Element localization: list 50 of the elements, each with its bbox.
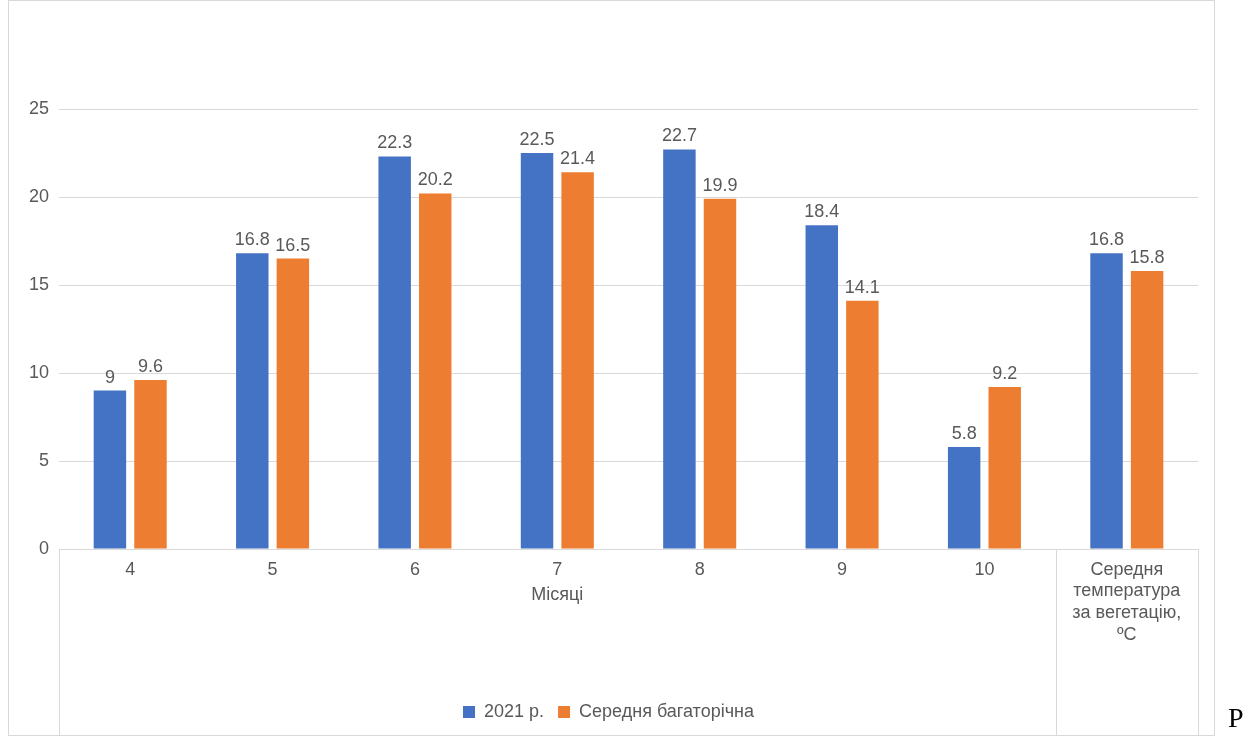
data-label: 5.8	[951, 422, 977, 443]
legend-label: Середня багаторічна	[579, 700, 755, 721]
x-axis-title: Місяці	[531, 583, 584, 604]
text: Р	[1228, 702, 1244, 734]
bar	[236, 253, 269, 549]
data-label: 16.5	[275, 234, 311, 255]
data-label: 21.4	[560, 148, 596, 169]
y-tick-label: 0	[39, 537, 50, 558]
bar	[947, 446, 981, 549]
bar	[93, 390, 127, 549]
data-label: 19.9	[702, 174, 738, 195]
data-label: 22.3	[377, 132, 413, 153]
y-tick-label: 25	[28, 97, 50, 118]
legend-label: 2021 р.	[484, 700, 545, 721]
y-tick-label: 10	[28, 361, 50, 382]
bar	[1090, 253, 1123, 549]
data-label: 14.1	[844, 276, 880, 297]
bar	[276, 258, 310, 549]
x-tick-label: Середня температура за вегетацію, ºC	[1072, 558, 1182, 644]
data-label: 18.4	[804, 201, 840, 222]
x-tick-label: 8	[694, 558, 705, 579]
x-tick-label: 5	[267, 558, 278, 579]
bar	[378, 156, 411, 549]
y-tick-label: 15	[28, 273, 50, 294]
x-tick-label: 4	[125, 558, 136, 579]
y-tick-label: 5	[39, 449, 50, 470]
bar	[663, 149, 696, 549]
data-label: 20.2	[417, 169, 453, 190]
bar	[805, 225, 839, 549]
x-tick-label: 10	[974, 558, 995, 579]
bar	[703, 198, 737, 549]
x-tick-label: 6	[409, 558, 420, 579]
data-label: 15.8	[1129, 246, 1165, 267]
bar	[134, 380, 167, 549]
bar	[520, 153, 554, 549]
bar	[561, 172, 594, 549]
data-label: 9.6	[137, 356, 164, 377]
data-label: 9.2	[992, 363, 1018, 384]
data-label: 22.5	[519, 128, 555, 149]
data-label: 16.8	[1089, 229, 1125, 250]
bar	[988, 387, 1021, 549]
data-label: 22.7	[661, 125, 697, 146]
x-tick-label: 7	[552, 558, 563, 579]
bar	[1130, 270, 1164, 549]
data-label: 9	[104, 366, 115, 387]
bar	[419, 193, 452, 549]
y-tick-label: 20	[28, 185, 50, 206]
x-tick-label: 9	[837, 558, 848, 579]
bar	[846, 300, 879, 549]
data-label: 16.8	[234, 229, 270, 250]
